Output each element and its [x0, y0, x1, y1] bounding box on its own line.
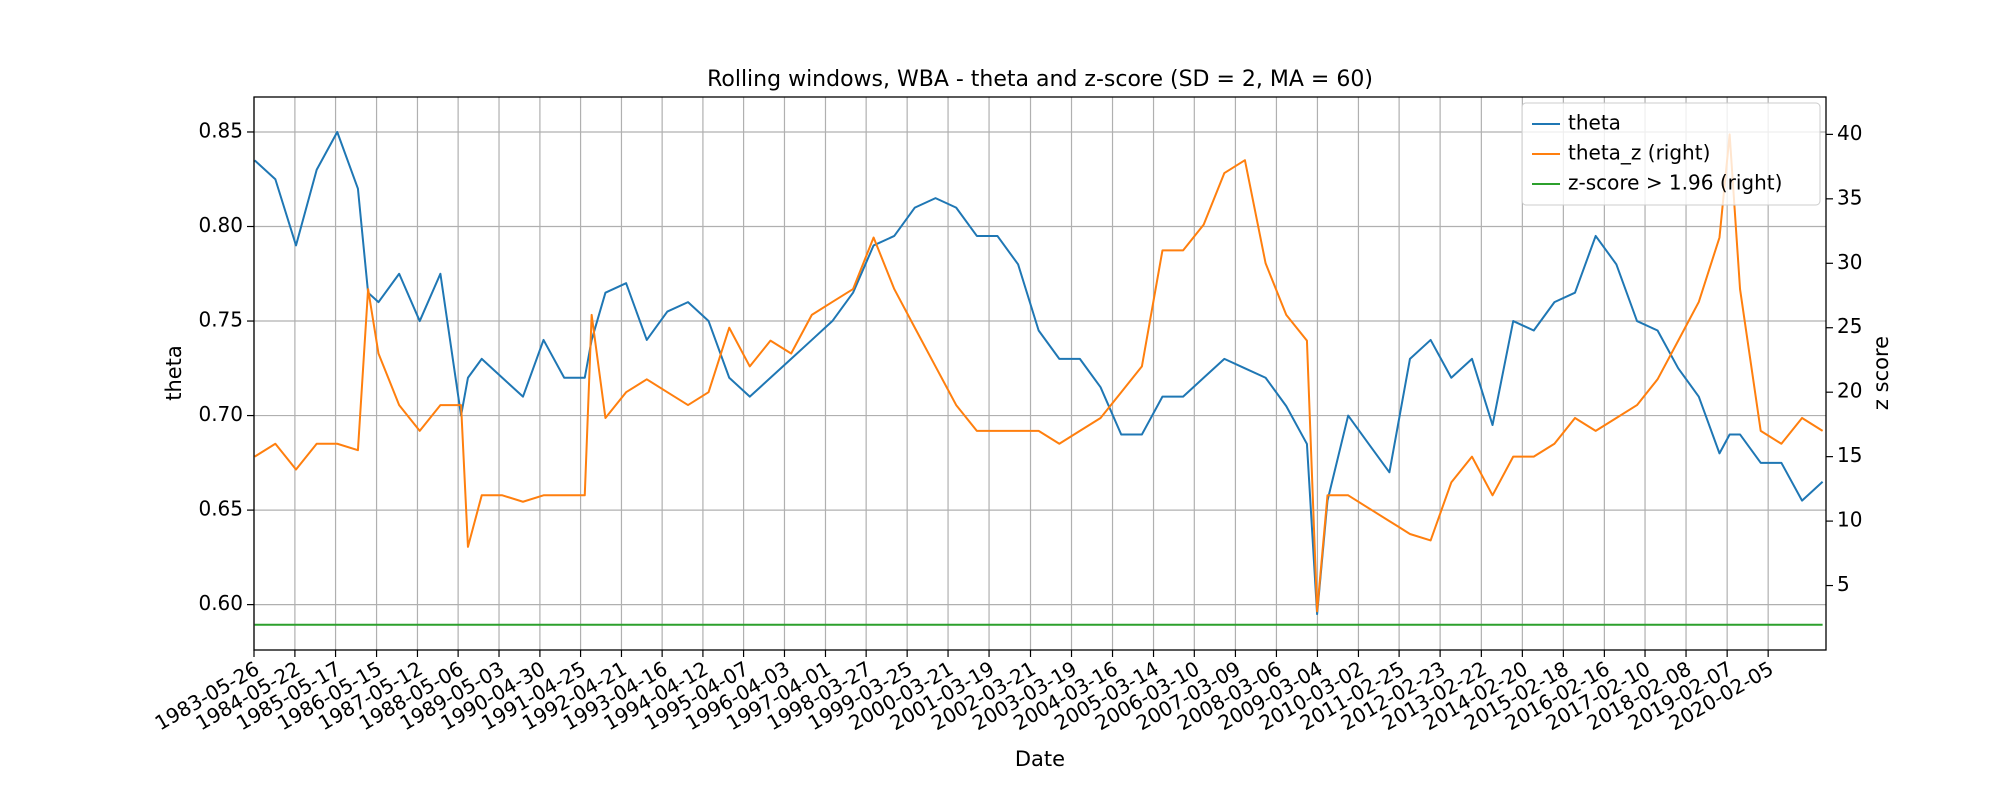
legend-label: z-score > 1.96 (right): [1568, 171, 1782, 195]
y-axis-label: theta: [162, 345, 186, 401]
y2-tick-label: 15: [1837, 443, 1862, 467]
series-line: [254, 130, 1824, 616]
y2-tick-label: 40: [1837, 121, 1862, 145]
y2-tick-label: 30: [1837, 250, 1862, 274]
x-axis-label: Date: [1015, 747, 1065, 771]
chart-title: Rolling windows, WBA - theta and z-score…: [707, 67, 1373, 92]
y2-tick-label: 5: [1837, 572, 1850, 596]
y-tick-label: 0.60: [198, 591, 243, 615]
y-tick-label: 0.70: [198, 402, 243, 426]
y2-tick-label: 35: [1837, 185, 1862, 209]
legend-label: theta_z (right): [1568, 141, 1710, 165]
y-tick-label: 0.80: [198, 213, 243, 237]
y2-tick-label: 25: [1837, 314, 1862, 338]
legend-box: [1521, 102, 1821, 206]
y-tick-label: 0.75: [198, 308, 243, 332]
y2-tick-label: 20: [1837, 379, 1862, 403]
y-tick-label: 0.85: [198, 118, 243, 142]
plot-frame: [253, 96, 1827, 651]
legend-label: theta: [1568, 111, 1621, 135]
y-tick-label: 0.65: [198, 497, 243, 521]
y2-axis-label: z score: [1869, 336, 1893, 410]
y2-tick-label: 10: [1837, 508, 1862, 532]
series-line: [254, 133, 1824, 613]
